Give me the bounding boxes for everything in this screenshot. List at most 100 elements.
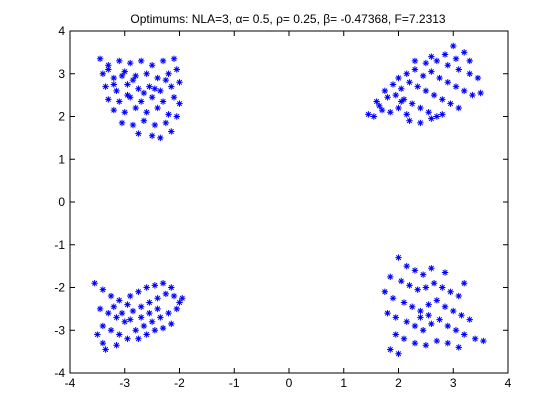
scatter-point <box>447 100 454 107</box>
scatter-point <box>137 57 145 65</box>
scatter-point <box>91 280 98 287</box>
scatter-point <box>422 87 430 95</box>
scatter-point <box>146 299 153 306</box>
scatter-point <box>439 96 446 103</box>
scatter-point <box>395 74 402 82</box>
scatter-point <box>168 284 175 291</box>
scatter-point <box>176 79 183 86</box>
scatter-point <box>414 286 421 293</box>
scatter-point <box>148 132 156 139</box>
scatter-point <box>471 335 479 342</box>
scatter-point <box>151 121 159 129</box>
y-tick-label: 4 <box>58 24 65 38</box>
scatter-point <box>403 70 410 77</box>
scatter-point <box>387 109 394 116</box>
scatter-point <box>384 309 391 317</box>
x-tick-label: 1 <box>340 376 347 390</box>
scatter-point <box>461 331 468 338</box>
scatter-point <box>370 113 378 120</box>
x-tick-label: 2 <box>395 376 402 390</box>
scatter-point <box>127 316 134 323</box>
scatter-point <box>179 294 186 302</box>
scatter-point <box>135 288 142 295</box>
scatter-point <box>425 109 432 116</box>
scatter-point <box>143 331 150 338</box>
scatter-point <box>436 74 443 82</box>
scatter-point <box>403 111 410 118</box>
scatter-point <box>455 66 462 73</box>
scatter-point <box>165 70 172 77</box>
scatter-point <box>422 59 430 67</box>
scatter-point <box>159 324 167 332</box>
scatter-point <box>135 85 142 92</box>
scatter-point <box>105 309 112 317</box>
scatter-point <box>151 282 159 289</box>
plot-area <box>69 30 509 374</box>
scatter-point <box>110 81 117 88</box>
scatter-point <box>419 327 427 334</box>
scatter-point <box>433 57 441 65</box>
scatter-point <box>121 68 128 75</box>
scatter-point <box>436 316 443 323</box>
data-markers <box>91 42 487 357</box>
scatter-point <box>170 292 178 300</box>
y-tick-label: -3 <box>54 323 65 337</box>
scatter-point <box>162 119 170 127</box>
scatter-point <box>461 280 468 287</box>
scatter-point <box>398 277 405 285</box>
scatter-point <box>154 294 161 302</box>
scatter-point <box>173 113 180 120</box>
scatter-point <box>414 83 421 90</box>
scatter-point <box>96 305 104 313</box>
scatter-point <box>398 98 405 105</box>
scatter-point <box>376 102 383 110</box>
scatter-point <box>157 134 164 142</box>
scatter-point <box>154 74 161 82</box>
scatter-point <box>135 130 142 137</box>
scatter-point <box>124 335 131 342</box>
scatter-point <box>110 106 117 114</box>
x-tick-label: -4 <box>65 376 76 390</box>
scatter-point <box>411 66 419 73</box>
scatter-point <box>162 76 170 84</box>
scatter-point <box>140 89 148 97</box>
scatter-point <box>154 104 161 112</box>
scatter-point <box>428 53 435 60</box>
scatter-point <box>395 350 402 357</box>
scatter-point <box>411 339 419 347</box>
scatter-point <box>430 280 438 287</box>
scatter-point <box>105 96 112 103</box>
scatter-point <box>113 314 120 321</box>
scatter-point <box>173 66 180 73</box>
scatter-point <box>411 267 419 274</box>
scatter-point <box>444 62 451 69</box>
scatter-point <box>400 96 408 103</box>
scatter-point <box>439 111 446 118</box>
scatter-point <box>165 309 172 317</box>
scatter-point <box>170 55 178 62</box>
scatter-point <box>137 303 145 310</box>
scatter-point <box>96 55 104 62</box>
scatter-point <box>441 303 449 310</box>
scatter-point <box>400 335 408 342</box>
scatter-point <box>99 322 107 330</box>
x-tick-label: -2 <box>174 376 185 390</box>
scatter-point <box>157 87 164 95</box>
scatter-point <box>105 62 112 69</box>
scatter-point <box>116 297 123 304</box>
scatter-point <box>455 104 462 112</box>
scatter-point <box>124 301 131 308</box>
y-tick-label: -2 <box>54 281 65 295</box>
scatter-point <box>146 83 153 90</box>
scatter-point <box>411 57 419 65</box>
scatter-point <box>428 320 435 328</box>
scatter-point <box>450 42 457 50</box>
scatter-point <box>148 62 156 69</box>
scatter-point <box>110 74 117 82</box>
scatter-point <box>143 284 150 291</box>
scatter-point <box>480 337 487 345</box>
scatter-point <box>137 314 145 321</box>
scatter-point <box>159 98 167 105</box>
scatter-point <box>433 337 441 345</box>
scatter-point <box>466 70 473 77</box>
